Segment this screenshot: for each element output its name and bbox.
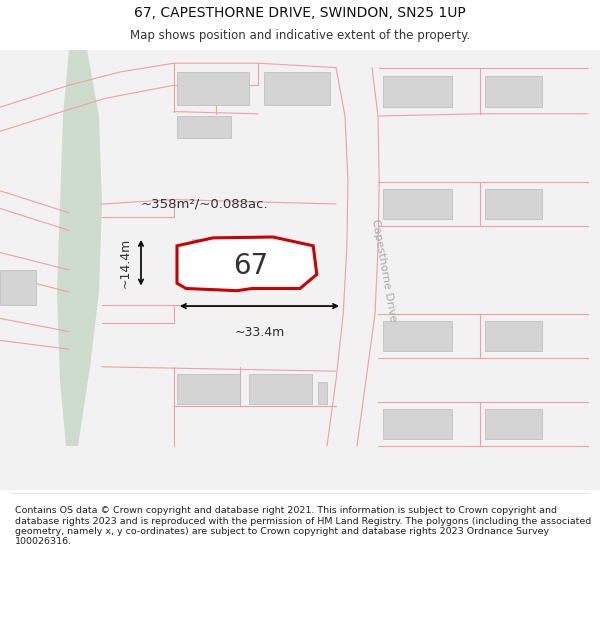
- Text: Map shows position and indicative extent of the property.: Map shows position and indicative extent…: [130, 29, 470, 41]
- Bar: [177, 374, 240, 404]
- Text: ~358m²/~0.088ac.: ~358m²/~0.088ac.: [141, 198, 269, 211]
- Bar: [177, 116, 231, 138]
- Text: ~14.4m: ~14.4m: [119, 238, 132, 288]
- Text: 67, CAPESTHORNE DRIVE, SWINDON, SN25 1UP: 67, CAPESTHORNE DRIVE, SWINDON, SN25 1UP: [134, 6, 466, 19]
- Polygon shape: [177, 237, 317, 291]
- Bar: [383, 321, 452, 351]
- Bar: [192, 239, 258, 279]
- Bar: [485, 321, 542, 351]
- Bar: [485, 76, 542, 108]
- Bar: [0, 270, 36, 305]
- Bar: [249, 374, 312, 404]
- Bar: [383, 76, 452, 108]
- Bar: [383, 189, 452, 219]
- Bar: [485, 409, 542, 439]
- Bar: [177, 72, 249, 105]
- Text: ~33.4m: ~33.4m: [235, 326, 284, 339]
- Text: Contains OS data © Crown copyright and database right 2021. This information is : Contains OS data © Crown copyright and d…: [15, 506, 591, 546]
- Polygon shape: [57, 50, 102, 446]
- Text: 67: 67: [233, 253, 268, 281]
- Bar: [264, 72, 330, 105]
- Bar: [485, 189, 542, 219]
- Bar: [318, 382, 327, 404]
- Text: Capesthorne Drive: Capesthorne Drive: [370, 218, 398, 322]
- Bar: [383, 409, 452, 439]
